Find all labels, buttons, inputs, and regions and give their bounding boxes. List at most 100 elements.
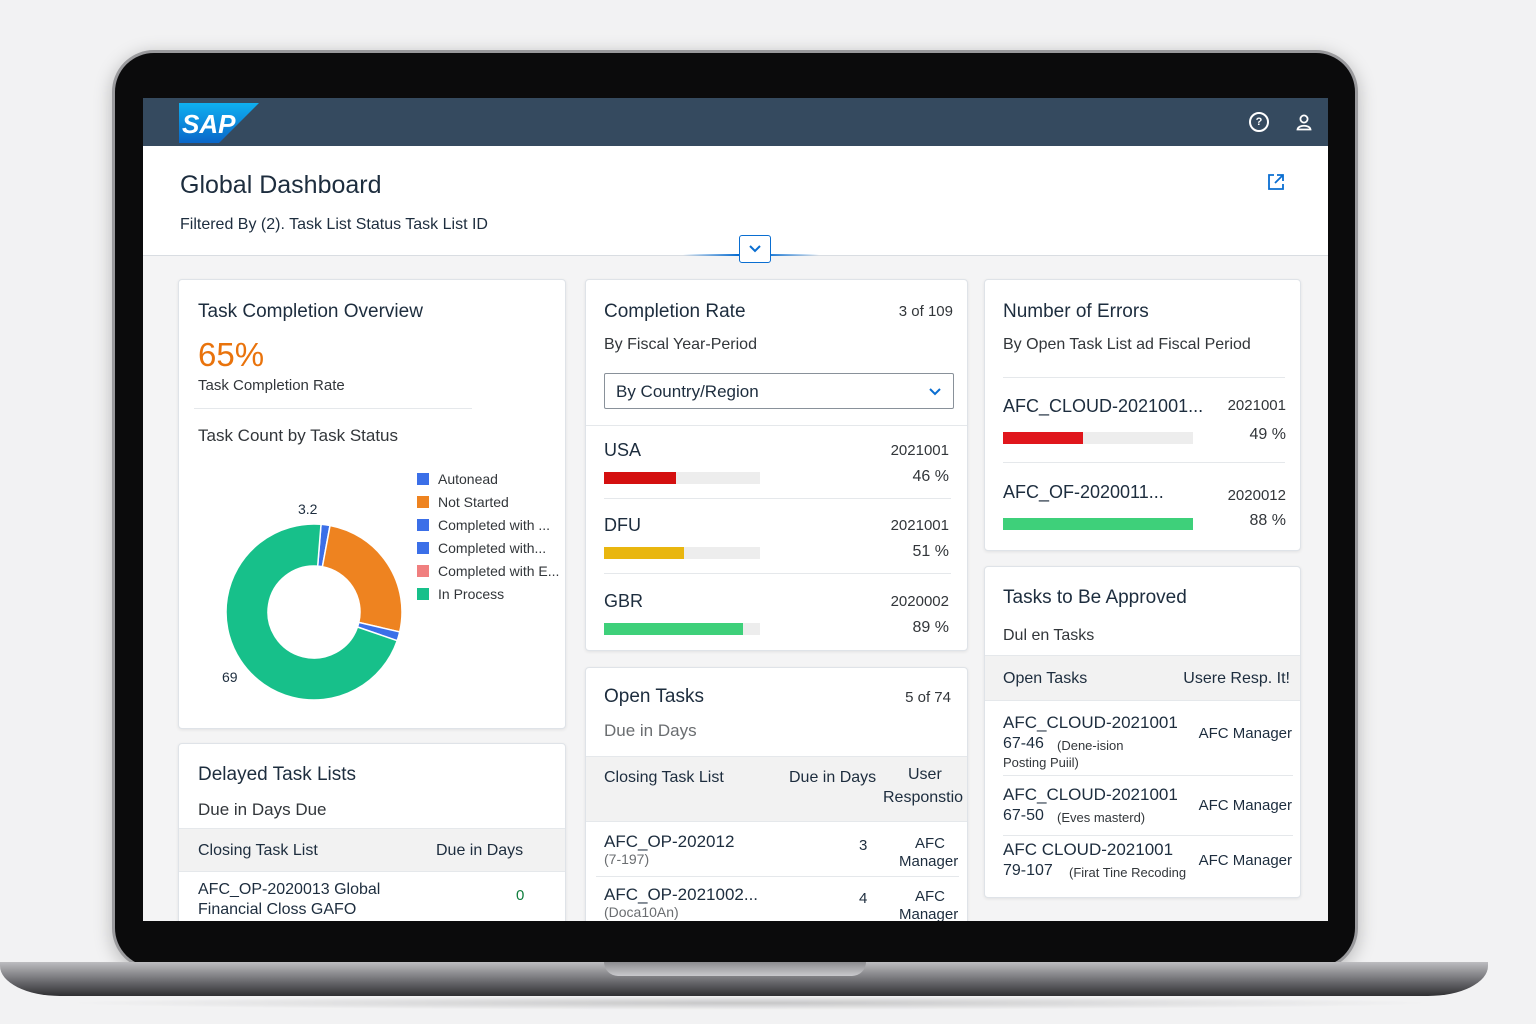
row-name: DFU: [604, 515, 641, 535]
responsible-user: AFC Manager: [1198, 797, 1292, 814]
legend-swatch: [417, 542, 429, 554]
card-title: Completion Rate: [604, 301, 746, 322]
task-list-name: AFC_OP-2020013 Global: [198, 881, 381, 898]
chevron-down-icon: [749, 245, 761, 253]
column-header[interactable]: Open Tasks: [1003, 670, 1088, 687]
due-in-days: 3: [859, 837, 868, 854]
group-by-select[interactable]: By Country/Region: [604, 373, 954, 409]
select-value: By Country/Region: [616, 382, 759, 401]
task-completion-card[interactable]: Task Completion Overview 65% Task Comple…: [178, 279, 566, 729]
row-name: USA: [604, 440, 642, 460]
column-header[interactable]: Closing Task List: [198, 842, 318, 859]
open-tasks-card[interactable]: Open Tasks 5 of 74 Due in Days Closing T…: [585, 667, 968, 921]
column-header[interactable]: User: [908, 766, 942, 783]
tasks-to-approve-card[interactable]: Tasks to Be Approved Dul en Tasks Open T…: [984, 566, 1301, 898]
filter-summary: Filtered By (2). Task List Status Task L…: [180, 216, 488, 233]
card-title: Delayed Task Lists: [198, 764, 357, 785]
legend-swatch: [417, 588, 429, 600]
task-name: AFC CLOUD-2021001: [1003, 840, 1174, 859]
row-period: 2021001: [1227, 397, 1286, 414]
task-id: 67-50: [1003, 807, 1044, 824]
row-period: 2021001: [890, 517, 949, 534]
header-collapse-button[interactable]: [739, 235, 771, 263]
shell-bar: SAP ?: [143, 98, 1328, 146]
kpi-label: Task Completion Rate: [198, 377, 345, 394]
due-in-days: 0: [516, 887, 525, 904]
column-header[interactable]: Due in Days: [436, 842, 524, 859]
legend-label: Completed with ...: [438, 517, 551, 533]
row-period: 2020012: [1227, 487, 1286, 504]
divider: [596, 876, 959, 877]
legend-item[interactable]: Completed with E...: [417, 563, 559, 579]
task-id: 79-107: [1003, 862, 1053, 879]
progress-fill: [604, 623, 743, 635]
card-title: Number of Errors: [1003, 301, 1149, 322]
legend-label: Not Started: [438, 494, 509, 510]
page-title: Global Dashboard: [180, 171, 382, 199]
help-icon[interactable]: ?: [1249, 112, 1269, 132]
completion-rate-card[interactable]: Completion Rate 3 of 109 By Fiscal Year-…: [585, 279, 968, 651]
progress-fill: [604, 547, 684, 559]
share-icon[interactable]: [1266, 172, 1286, 192]
progress-bar: [604, 547, 760, 559]
delayed-task-lists-card[interactable]: Delayed Task Lists Due in Days Due Closi…: [178, 743, 566, 921]
sap-logo[interactable]: SAP: [179, 103, 259, 143]
legend-item[interactable]: Not Started: [417, 494, 509, 510]
progress-bar: [1003, 432, 1193, 444]
errors-card[interactable]: Number of Errors By Open Task List ad Fi…: [984, 279, 1301, 551]
table-header: Open Tasks Usere Resp. It!: [985, 655, 1300, 701]
task-list-detail: (Doca10An): [604, 904, 679, 920]
card-title: Task Completion Overview: [198, 301, 423, 322]
donut-slice-1[interactable]: [321, 524, 403, 633]
user-responsible: AFC: [915, 888, 945, 905]
row-percent: 46 %: [912, 468, 949, 485]
user-responsible: AFC: [915, 835, 945, 852]
progress-fill: [1003, 518, 1193, 530]
item-counter: 5 of 74: [905, 689, 951, 706]
legend-label: Autonead: [438, 471, 498, 487]
divider: [194, 408, 472, 409]
user-responsible-cont: Manager: [899, 853, 959, 870]
task-description: (Eves masterd): [1057, 810, 1146, 825]
card-subtitle: By Open Task List ad Fiscal Period: [1003, 336, 1251, 353]
card-title: Open Tasks: [604, 686, 704, 707]
card-subtitle: Dul en Tasks: [1003, 627, 1095, 644]
task-description-cont: Posting Puiil): [1003, 755, 1079, 770]
card-subtitle: Due in Days Due: [198, 800, 327, 819]
row-period: 2021001: [890, 442, 949, 459]
donut-chart: [225, 523, 403, 701]
task-description: (Dene-ision: [1057, 738, 1124, 753]
responsible-user: AFC Manager: [1198, 852, 1292, 869]
user-icon[interactable]: [1294, 112, 1314, 132]
progress-fill: [604, 472, 676, 484]
chart-title: Task Count by Task Status: [198, 426, 399, 445]
legend-swatch: [417, 565, 429, 577]
row-period: 2020002: [890, 593, 949, 610]
task-description: (Firat Tine Recoding: [1069, 865, 1187, 880]
divider: [1003, 835, 1293, 836]
divider: [1003, 462, 1285, 463]
legend-item[interactable]: Completed with ...: [417, 517, 550, 533]
task-id: 67-46: [1003, 735, 1044, 752]
divider: [1003, 775, 1293, 776]
svg-text:SAP: SAP: [182, 109, 236, 139]
progress-bar: [604, 472, 760, 484]
column-header[interactable]: Responstio: [883, 789, 964, 806]
task-list-name: AFC_OP-202012: [604, 832, 735, 851]
column-header[interactable]: Due in Days: [789, 769, 877, 786]
legend-item[interactable]: Autonead: [417, 471, 498, 487]
column-header[interactable]: Closing Task List: [604, 769, 724, 786]
column-header[interactable]: Usere Resp. It!: [1183, 670, 1290, 687]
task-list-name-cont: Financial Closs GAFO: [198, 901, 357, 918]
task-list-name: AFC_OP-2021002...: [604, 885, 759, 904]
task-name: AFC_CLOUD-2021001: [1003, 785, 1178, 804]
legend-item[interactable]: Completed with...: [417, 540, 546, 556]
responsible-user: AFC Manager: [1198, 725, 1292, 742]
card-subtitle: Due in Days: [604, 721, 697, 740]
legend-item[interactable]: In Process: [417, 586, 504, 602]
row-percent: 88 %: [1249, 512, 1286, 529]
user-responsible-cont: Manager: [899, 906, 959, 921]
row-name: GBR: [604, 591, 644, 611]
donut-slice-5[interactable]: [225, 523, 399, 701]
legend-swatch: [417, 496, 429, 508]
